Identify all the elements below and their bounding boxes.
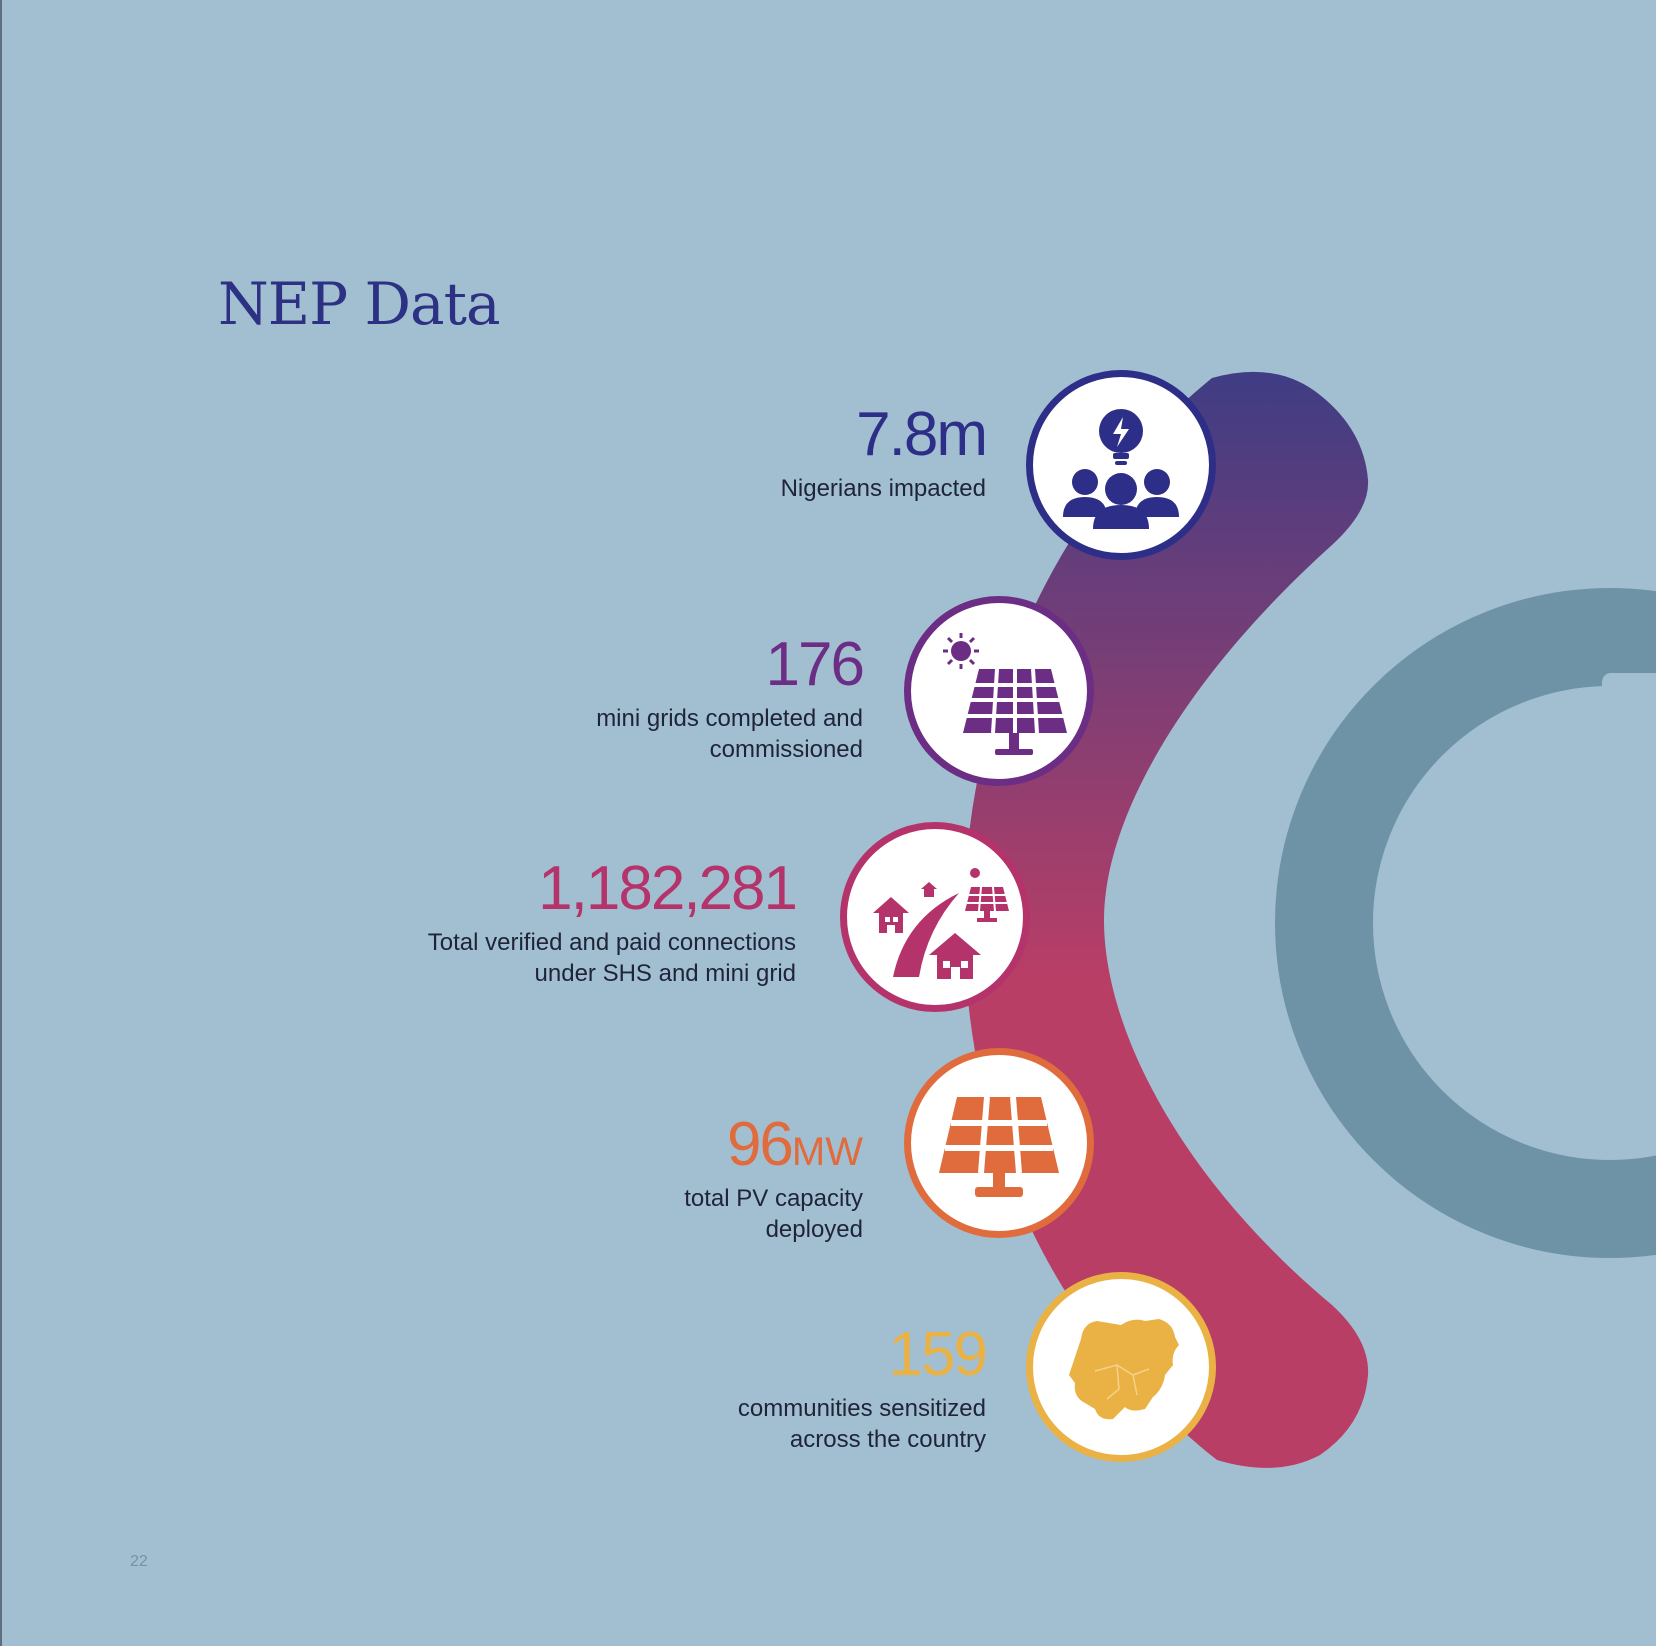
ring-shape — [1275, 588, 1656, 1258]
stat-nigerians-impacted: 7.8m Nigerians impacted — [780, 400, 988, 504]
stat-value: 1,182,281 — [538, 854, 798, 923]
stat-label-line2: across the country — [789, 1426, 986, 1453]
stat-label-line2: deployed — [765, 1216, 863, 1243]
stat-communities: 159 communities sensitized across the co… — [737, 1320, 988, 1455]
stat-value: 96MW — [726, 1110, 863, 1179]
houses-connection-icon — [840, 822, 1030, 1012]
pv-panel-icon — [904, 1048, 1094, 1238]
stat-label-line2: under SHS and mini grid — [534, 960, 796, 987]
stat-mini-grids: 176 mini grids completed and commissione… — [596, 630, 865, 765]
stat-label-line1: mini grids completed and — [596, 705, 863, 732]
stat-value: 176 — [765, 630, 865, 699]
stat-pv-capacity: 96MW total PV capacity deployed — [684, 1114, 863, 1245]
stat-label-line2: commissioned — [709, 736, 863, 763]
people-lightbulb-icon — [1026, 370, 1216, 560]
stat-value: 159 — [888, 1320, 988, 1389]
stat-label-line1: Total verified and paid connections — [427, 929, 796, 956]
stat-label-line1: communities sensitized — [737, 1395, 986, 1422]
page-title: NEP Data — [218, 270, 501, 338]
solar-panel-sun-icon — [904, 596, 1094, 786]
stat-label-line1: total PV capacity — [684, 1185, 863, 1212]
nigeria-map-icon — [1026, 1272, 1216, 1462]
stat-value: 7.8m — [856, 400, 988, 469]
stat-connections: 1,182,281 Total verified and paid connec… — [427, 854, 798, 989]
stat-label: Nigerians impacted — [780, 475, 986, 502]
page-number: 22 — [130, 1553, 148, 1570]
